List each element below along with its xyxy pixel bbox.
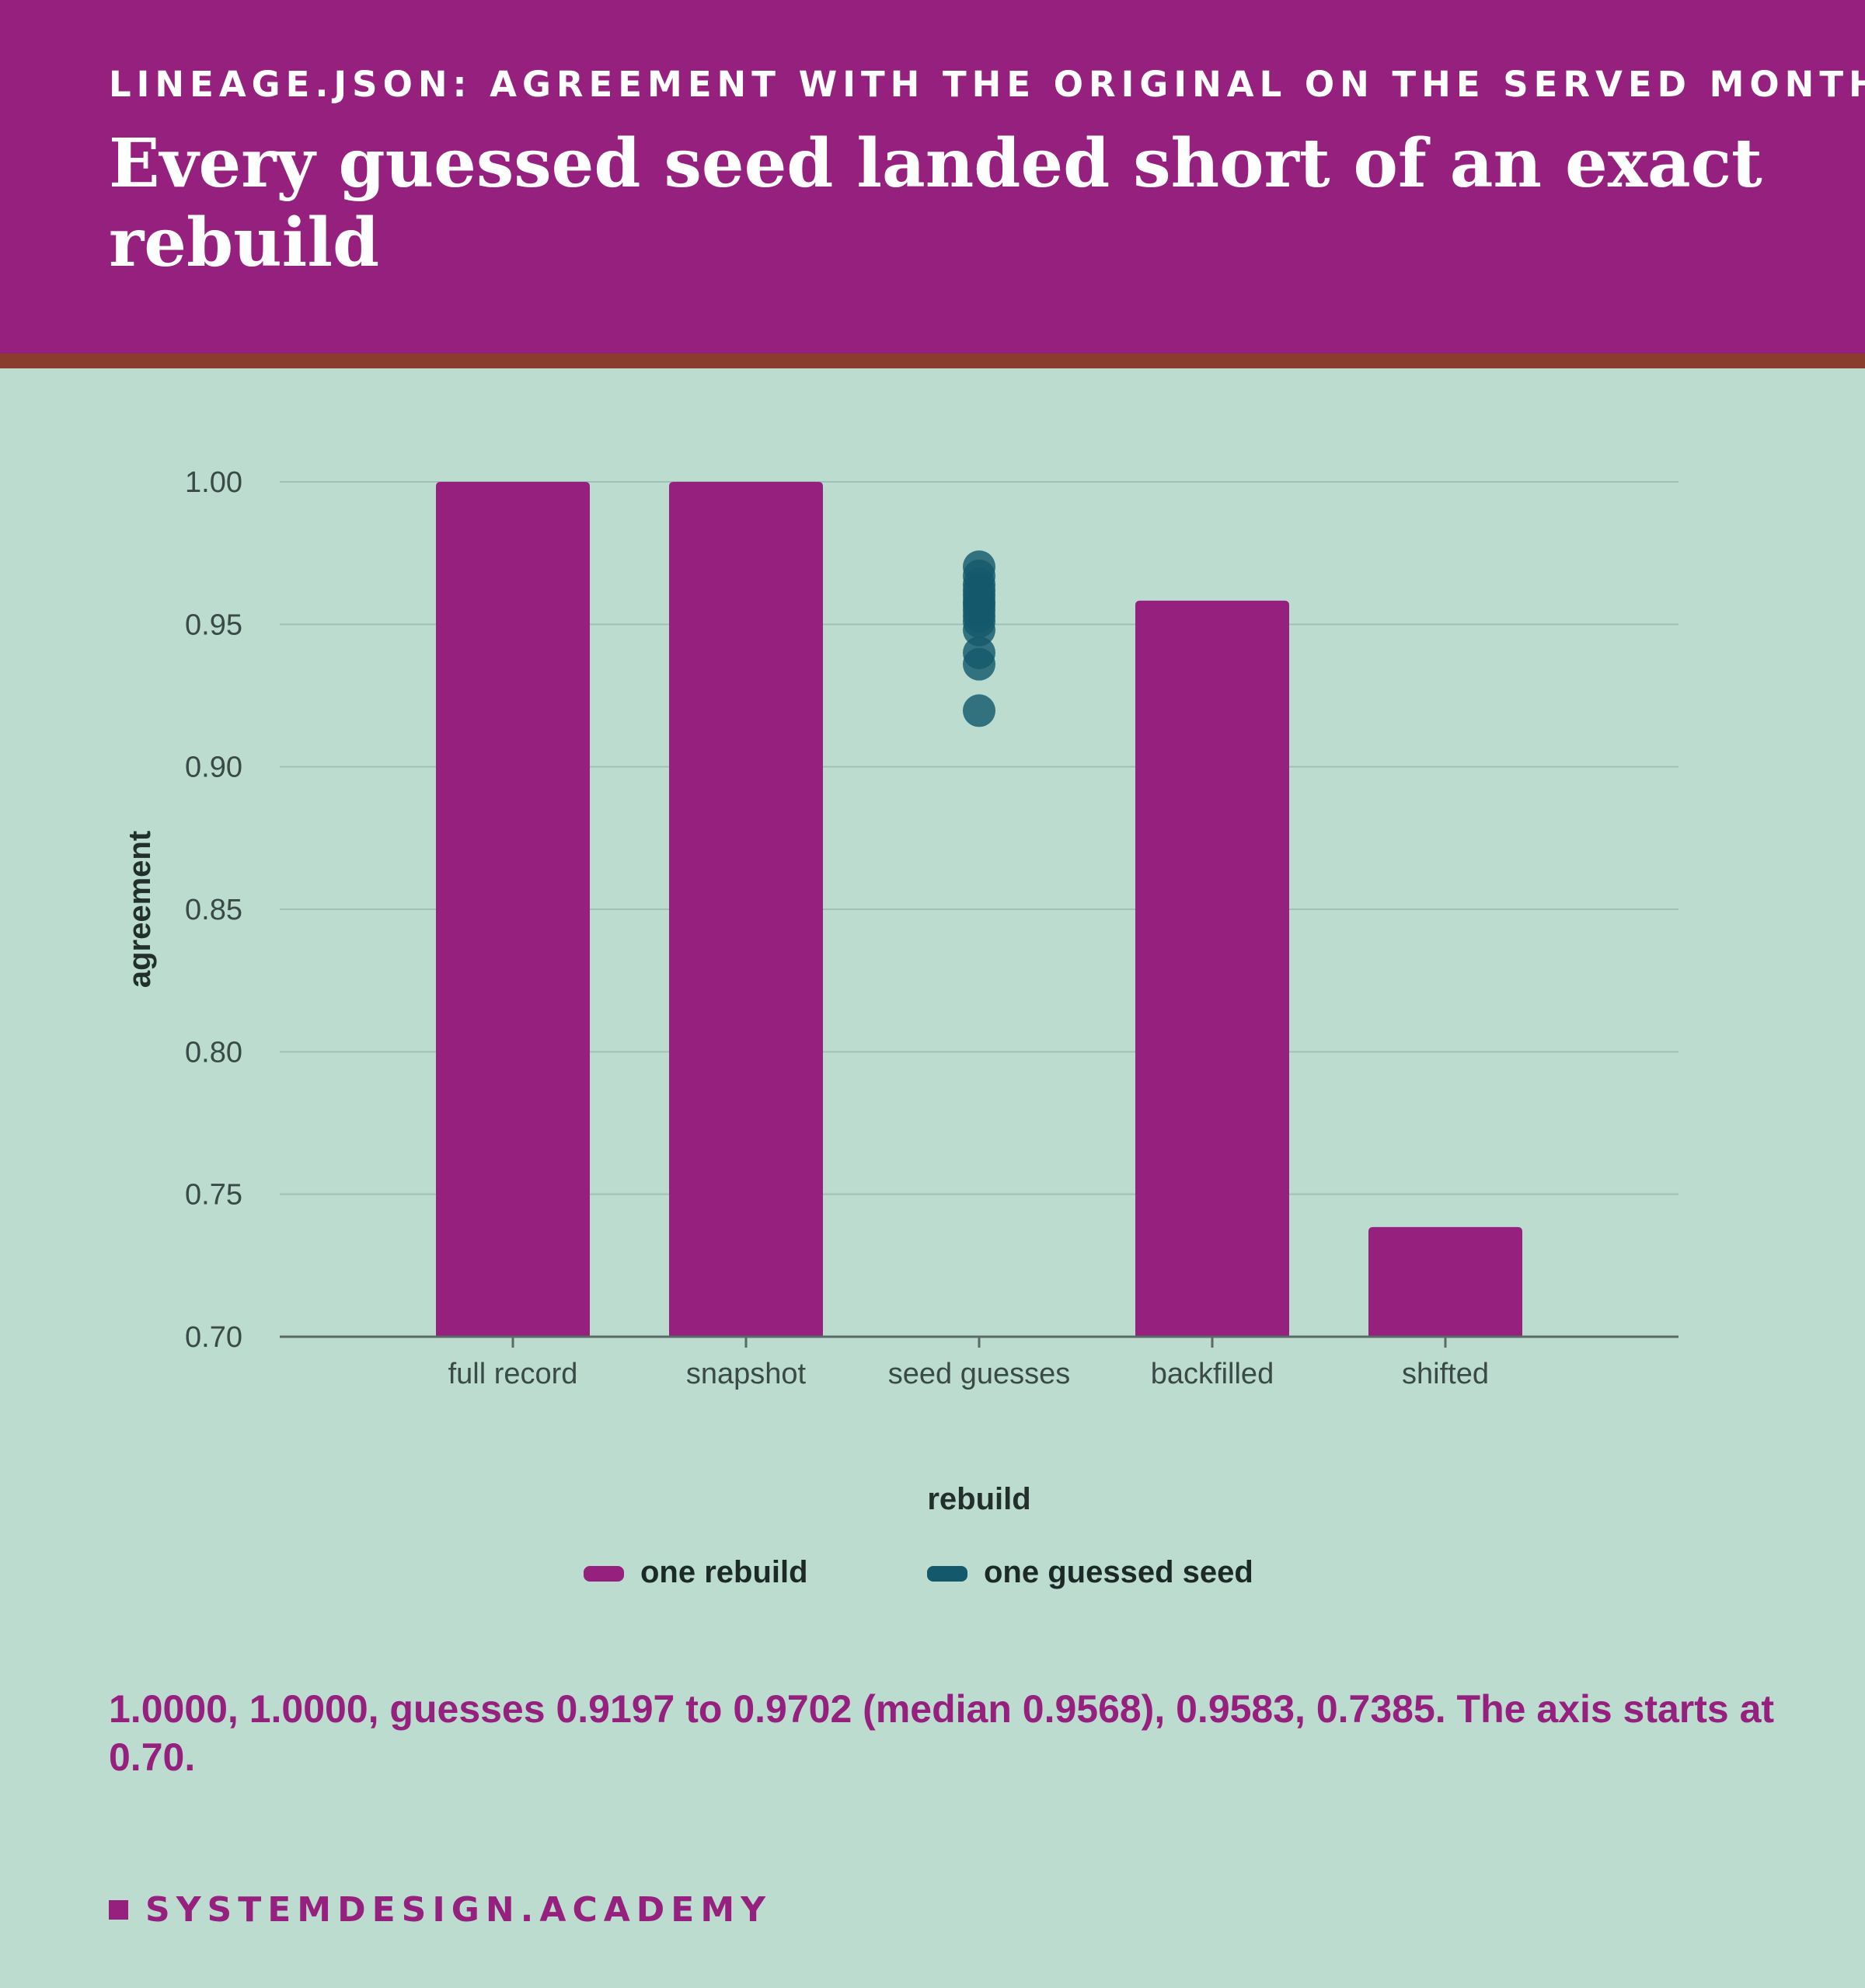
chart-caption: 1.0000, 1.0000, guesses 0.9197 to 0.9702… — [109, 1687, 1775, 1779]
legend-label-rebuild: one rebuild — [640, 1555, 808, 1589]
x-axis-title: rebuild — [927, 1482, 1030, 1516]
seed-guess-point — [963, 613, 995, 647]
legend-swatch-seed — [927, 1566, 967, 1582]
agreement-chart: 0.70 0.75 0.80 0.85 0.90 0.95 1.00 full record… — [123, 466, 1678, 1589]
x-tick-label: full record — [448, 1358, 578, 1390]
y-axis-ticks: 0.70 0.75 0.80 0.85 0.90 0.95 1.00 — [185, 466, 242, 1354]
bar-snapshot — [669, 482, 823, 1337]
bar-full-record — [436, 482, 590, 1337]
seed-guess-points — [963, 550, 995, 727]
y-axis-title: agreement — [123, 831, 157, 988]
y-tick-label: 0.85 — [185, 894, 242, 926]
bar-series — [436, 482, 1522, 1337]
header-band: LINEAGE.JSON: AGREEMENT WITH THE ORIGINA… — [0, 0, 1865, 354]
seed-guess-point — [963, 647, 995, 681]
y-tick-label: 0.90 — [185, 752, 242, 784]
y-tick-label: 1.00 — [185, 466, 242, 499]
brand-name: SYSTEMDESIGN.ACADEMY — [145, 1890, 772, 1930]
x-tick-label: shifted — [1402, 1358, 1489, 1390]
bar-backfilled — [1135, 600, 1289, 1337]
y-tick-label: 0.70 — [185, 1321, 242, 1354]
seed-guess-point — [963, 694, 995, 727]
y-tick-label: 0.80 — [185, 1036, 242, 1069]
x-tick-label: snapshot — [686, 1358, 807, 1390]
x-axis: full record snapshot seed guesses backfille… — [280, 1335, 1678, 1390]
y-tick-label: 0.75 — [185, 1179, 242, 1212]
legend: one rebuild one guessed seed — [584, 1555, 1253, 1589]
bar-shifted — [1368, 1226, 1522, 1337]
header-divider — [0, 354, 1865, 368]
legend-label-seed: one guessed seed — [984, 1555, 1253, 1589]
legend-swatch-rebuild — [584, 1566, 624, 1582]
y-tick-label: 0.95 — [185, 609, 242, 641]
chart-title: Every guessed seed landed short of an ex… — [109, 124, 1762, 282]
x-tick-label: backfilled — [1151, 1358, 1274, 1390]
footer-brand: SYSTEMDESIGN.ACADEMY — [109, 1890, 772, 1930]
brand-square-icon — [109, 1900, 128, 1920]
x-tick-label: seed guesses — [888, 1358, 1071, 1390]
chart-kicker: LINEAGE.JSON: AGREEMENT WITH THE ORIGINA… — [109, 64, 1865, 105]
